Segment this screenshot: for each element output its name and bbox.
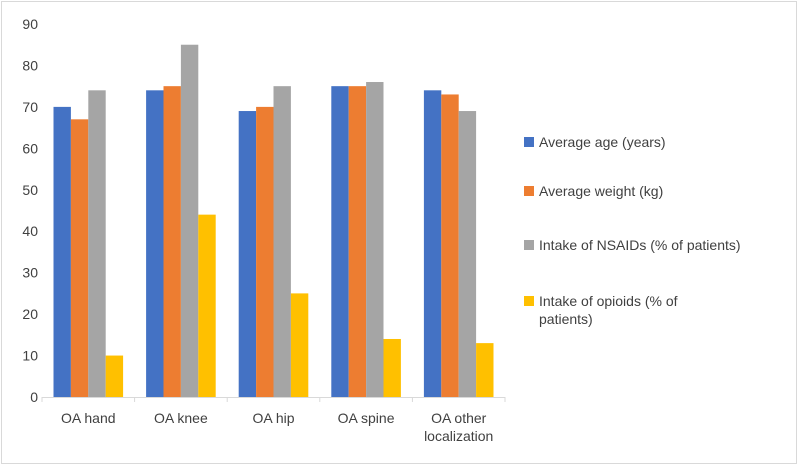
legend-swatch [524, 186, 534, 196]
bar-oa-other-localization-series-1 [423, 90, 442, 398]
legend-label: Average weight (kg) [539, 182, 663, 200]
x-tick-label: OA other localization [424, 410, 493, 444]
bar-oa-knee-series-3 [180, 44, 199, 397]
x-axis: OA hand OA knee OA hip OA spine OA other loca… [41, 397, 506, 444]
y-tick-label: 50 [22, 182, 38, 198]
bar-oa-other-localization-series-3 [458, 111, 477, 398]
legend-label-line: Intake of NSAIDs (% of patients) [539, 237, 741, 253]
bar-oa-hip-series-4 [290, 293, 309, 397]
legend-swatch [524, 240, 534, 250]
y-tick-label: 90 [22, 16, 38, 32]
legend-label: Intake of NSAIDs (% of patients) [539, 236, 741, 254]
bar-oa-knee-series-1 [146, 90, 164, 398]
y-axis: 0 10 20 30 40 50 60 70 80 90 [22, 16, 38, 405]
y-tick-label: 0 [30, 389, 38, 405]
legend-label-line: Average age (years) [539, 134, 666, 150]
x-tick-label: OA hand [61, 410, 116, 426]
legend-label-line: Intake of opioids (% of [539, 293, 678, 309]
x-tick-label: OA knee [154, 410, 208, 426]
bar-oa-spine-series-3 [366, 82, 384, 398]
legend-item-4: Intake of opioids (% of patients) [524, 292, 792, 328]
legend-label: Average age (years) [539, 133, 666, 151]
bar-oa-hand-series-4 [105, 355, 124, 397]
bar-oa-knee-series-4 [198, 214, 216, 397]
legend-label-line: patients) [539, 311, 593, 327]
y-tick-label: 20 [22, 306, 38, 322]
bar-oa-hand-series-1 [53, 106, 71, 397]
bar-oa-other-localization-series-2 [441, 94, 459, 397]
legend-item-2: Average weight (kg) [524, 182, 792, 200]
legend-label-line: Average weight (kg) [539, 183, 664, 199]
y-tick-label: 70 [22, 99, 38, 115]
bar-oa-spine-series-1 [331, 86, 349, 398]
bar-oa-other-localization-series-4 [476, 343, 494, 397]
bar-oa-hand-series-2 [70, 119, 89, 398]
bar-oa-hand-series-3 [88, 90, 106, 398]
legend-swatch [524, 137, 534, 147]
bar-oa-hip-series-3 [273, 86, 291, 398]
bar-oa-hip-series-2 [256, 106, 274, 397]
y-tick-label: 40 [22, 223, 38, 239]
x-tick-label: OA hip [252, 410, 294, 426]
bars [53, 44, 494, 398]
y-tick-label: 10 [22, 348, 38, 364]
legend-label: Intake of opioids (% of patients) [539, 292, 678, 328]
bar-oa-hip-series-1 [238, 111, 257, 398]
x-tick-label: OA spine [338, 410, 395, 426]
bar-oa-spine-series-2 [348, 86, 367, 398]
legend-item-1: Average age (years) [524, 133, 792, 151]
bar-oa-spine-series-4 [383, 338, 401, 397]
legend-item-3: Intake of NSAIDs (% of patients) [524, 236, 792, 254]
legend-swatch [524, 296, 534, 306]
y-tick-label: 60 [22, 140, 38, 156]
y-tick-label: 80 [22, 57, 38, 73]
bar-oa-knee-series-2 [163, 86, 181, 398]
y-tick-label: 30 [22, 265, 38, 281]
